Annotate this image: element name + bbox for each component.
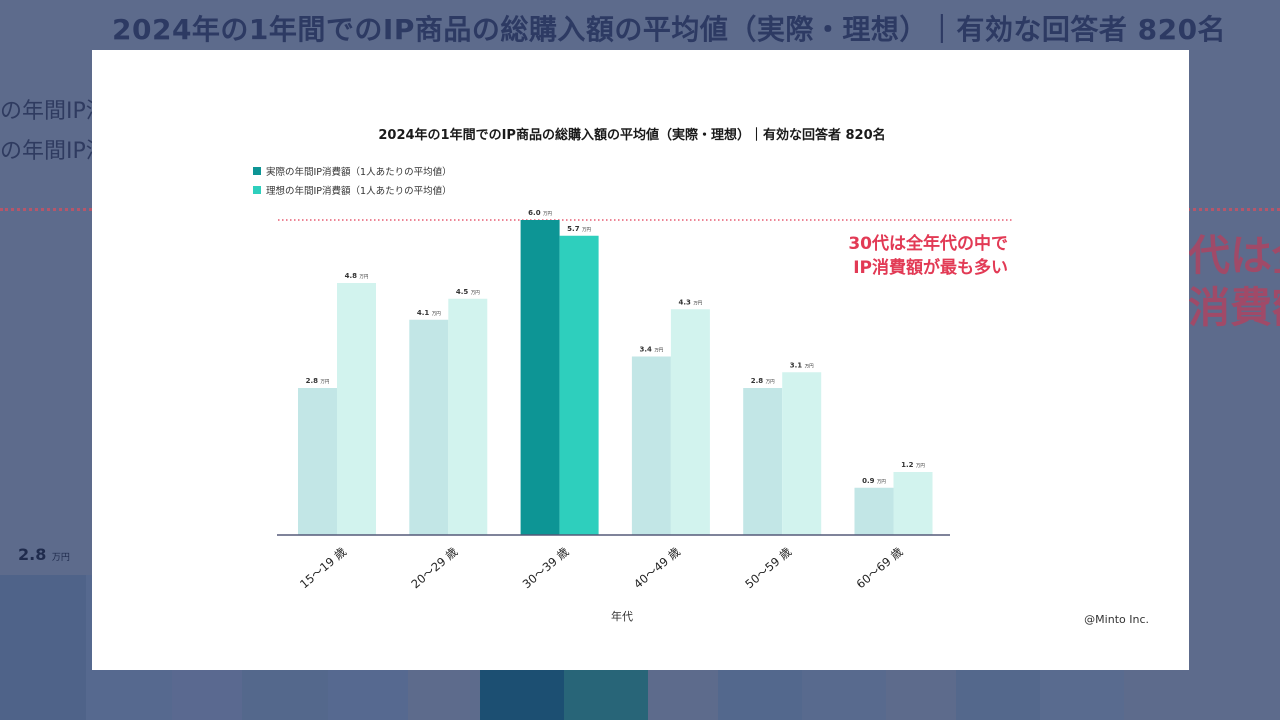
legend-label-actual: 実際の年間IP消費額（1人あたりの平均値） [266, 166, 452, 178]
value-label-actual-2: 4.1 万円 [417, 309, 441, 317]
bar-ideal-5 [782, 372, 822, 535]
background-callout-line-1: 代は全 [1188, 231, 1280, 280]
background-callout: 代は全 消費額 [1188, 230, 1280, 334]
annotation: 30代は全年代の中で IP消費額が最も多い [848, 233, 1008, 278]
bar-actual-3 [520, 220, 560, 535]
legend: 実際の年間IP消費額（1人あたりの平均値） 理想の年間IP消費額（1人あたりの平… [253, 166, 452, 197]
bars: 2.8 万円 4.8 万円 4.1 万円 4.5 万円 6.0 万円 5.7 万円 3.4 … [298, 209, 933, 535]
x-tick-label-3: 30～39 歳 [520, 544, 572, 591]
legend-label-ideal: 理想の年間IP消費額（1人あたりの平均値） [266, 185, 452, 197]
value-unit: 万円 [693, 300, 702, 306]
value-unit: 万円 [582, 227, 591, 233]
bar-actual-6 [854, 487, 894, 535]
legend-item-actual: 実際の年間IP消費額（1人あたりの平均値） [253, 166, 452, 178]
bar-actual-1 [298, 388, 337, 535]
bar-ideal-1 [337, 283, 376, 535]
chart-title: 2024年の1年間でのIP商品の総購入額の平均値（実際・理想）｜有効な回答者 8… [378, 127, 885, 143]
legend-item-ideal: 理想の年間IP消費額（1人あたりの平均値） [253, 185, 452, 197]
value-label-ideal-4: 4.3 万円 [678, 298, 702, 306]
x-axis-title: 年代 [611, 609, 633, 623]
background-title: 2024年の1年間でのIP商品の総購入額の平均値（実際・理想）｜有効な回答者 8… [112, 13, 1227, 46]
value-label-ideal-5: 3.1 万円 [790, 361, 814, 369]
background-value-unit: 万円 [51, 553, 70, 563]
value-unit: 万円 [654, 348, 663, 354]
background-legend-1: の年間IP消 [0, 99, 108, 124]
value-unit: 万円 [359, 274, 368, 280]
x-tick-label-4: 40～49 歳 [631, 544, 683, 591]
background-value-number: 2.8 [18, 545, 47, 564]
x-tick-label-1: 15～19 歳 [297, 544, 349, 591]
bar-ideal-2 [448, 298, 488, 535]
value-unit: 万円 [320, 379, 329, 385]
bar-chart: 2024年の1年間でのIP商品の総購入額の平均値（実際・理想）｜有効な回答者 8… [253, 127, 1149, 626]
value-label-ideal-2: 4.5 万円 [456, 288, 480, 296]
value-unit: 万円 [543, 211, 552, 217]
value-unit: 万円 [916, 463, 925, 469]
legend-swatch-actual [253, 167, 261, 175]
x-tick-label-5: 50～59 歳 [742, 544, 794, 591]
bar-ideal-6 [893, 472, 933, 535]
value-label-ideal-6: 1.2 万円 [901, 461, 925, 469]
bar-actual-2 [409, 319, 449, 535]
annotation-line-2: IP消費額が最も多い [853, 257, 1008, 278]
value-unit: 万円 [805, 363, 814, 369]
bar-ideal-4 [670, 309, 710, 535]
value-label-actual-1: 2.8 万円 [306, 377, 330, 385]
value-label-actual-4: 3.4 万円 [639, 346, 663, 354]
value-label-actual-6: 0.9 万円 [862, 477, 886, 485]
legend-swatch-ideal [253, 186, 261, 194]
value-unit: 万円 [877, 479, 886, 485]
credit: @Minto Inc. [1084, 613, 1149, 626]
x-tick-label-6: 60～69 歳 [854, 544, 906, 591]
value-label-ideal-1: 4.8 万円 [345, 272, 369, 280]
value-label-actual-5: 2.8 万円 [751, 377, 775, 385]
bar-ideal-3 [559, 235, 599, 535]
background-bar [0, 575, 86, 720]
bar-actual-4 [631, 356, 671, 535]
value-unit: 万円 [432, 311, 441, 317]
annotation-line-1: 30代は全年代の中で [848, 233, 1008, 254]
bar-actual-5 [743, 388, 783, 535]
background-value-label: 2.8 万円 [18, 545, 70, 564]
background-legend-2: の年間IP消 [0, 139, 108, 164]
background-callout-line-2: 消費額 [1188, 283, 1280, 332]
x-tick-label-2: 20～29 歳 [408, 544, 460, 591]
value-unit: 万円 [766, 379, 775, 385]
chart-card: 2024年の1年間でのIP商品の総購入額の平均値（実際・理想）｜有効な回答者 8… [92, 50, 1189, 670]
value-label-ideal-3: 5.7 万円 [567, 225, 591, 233]
value-unit: 万円 [471, 290, 480, 296]
x-tick-labels: 15～19 歳 20～29 歳 30～39 歳 40～49 歳 50～59 歳 60～69… [297, 544, 906, 591]
value-label-actual-3: 6.0 万円 [528, 209, 552, 217]
